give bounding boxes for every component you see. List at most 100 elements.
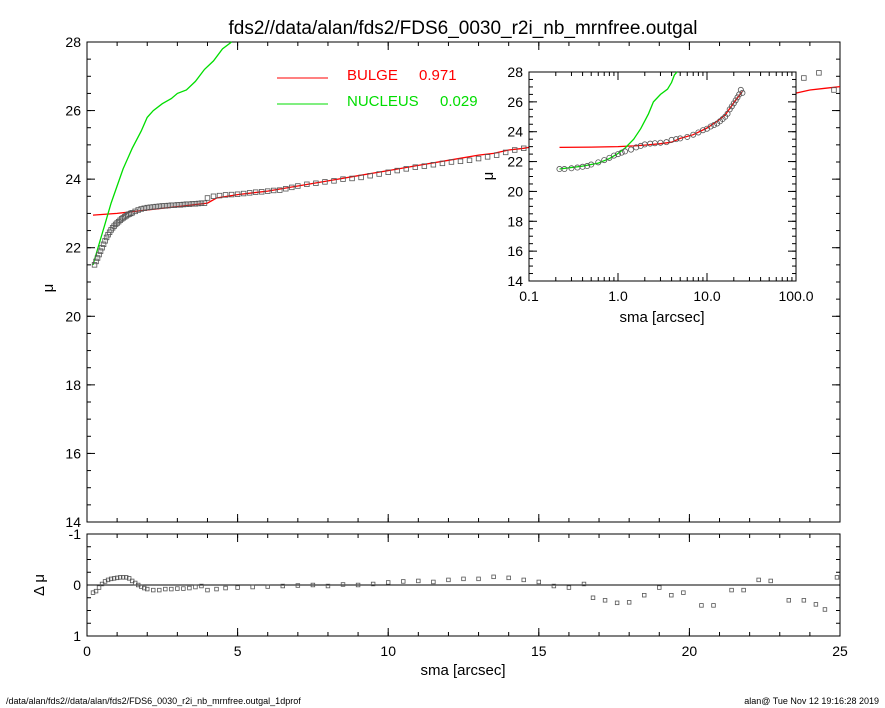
inset-data-point xyxy=(561,166,568,173)
inset-data-point xyxy=(647,140,654,147)
main-ytick-label: 22 xyxy=(65,240,81,256)
residual-data-point xyxy=(235,585,240,590)
inset-ytick-label: 22 xyxy=(507,154,523,170)
inset-ytick-label: 14 xyxy=(507,273,523,289)
main-data-point xyxy=(156,203,162,209)
main-data-point xyxy=(192,201,199,207)
main-data-point xyxy=(114,220,120,226)
residual-data-point xyxy=(151,587,156,593)
residual-data-point xyxy=(566,585,572,590)
inset-data-point xyxy=(730,100,737,107)
main-data-point xyxy=(171,202,178,208)
main-data-point xyxy=(109,225,116,231)
main-ylabel: μ xyxy=(40,284,57,293)
inset-data-point xyxy=(595,159,602,166)
residual-data-point xyxy=(325,583,331,589)
main-data-point xyxy=(475,155,482,162)
main-data-point xyxy=(265,188,271,194)
residual-data-point xyxy=(626,600,632,605)
chart-title: fds2//data/alan/fds2/FDS6_0030_r2i_nb_mr… xyxy=(229,18,698,39)
inset-data-point xyxy=(726,106,733,113)
main-data-point xyxy=(93,258,99,265)
main-ytick-label: 18 xyxy=(65,377,81,393)
residual-data-point xyxy=(93,588,99,594)
inset-data-point xyxy=(684,133,691,140)
main-data-point xyxy=(186,201,193,207)
inset-ytick-label: 28 xyxy=(507,64,523,80)
residual-xtick-label: 15 xyxy=(531,643,547,659)
residual-data-point xyxy=(193,584,198,590)
main-data-point xyxy=(168,202,175,208)
main-data-point xyxy=(210,193,217,199)
inset-ytick-label: 16 xyxy=(507,243,523,259)
inset-xtick-label: 1.0 xyxy=(608,288,628,304)
residual-data-point xyxy=(786,598,791,603)
residual-data-point xyxy=(142,585,147,591)
main-data-point xyxy=(100,241,107,247)
legend-bulge-value: 0.971 xyxy=(419,67,457,84)
residual-data-point xyxy=(642,593,647,598)
main-data-point xyxy=(222,192,229,198)
main-ytick-label: 28 xyxy=(65,34,81,50)
main-data-point xyxy=(147,204,153,210)
main-data-point xyxy=(512,147,518,153)
inset-data-point xyxy=(690,131,697,138)
main-data-point xyxy=(367,173,373,179)
inset-xtick-label: 100.0 xyxy=(778,288,813,304)
inset-plot: 0.1 1.0 10.0 100.0 14 16 18 20 22 24 26 28 sma [arc… xyxy=(480,64,814,326)
main-data-point xyxy=(162,203,169,209)
main-data-point xyxy=(430,162,437,168)
residual-data-point xyxy=(169,586,174,592)
inset-data-point xyxy=(622,148,629,155)
residual-ytick-label: 1 xyxy=(73,628,81,644)
inset-xtick-label: 10.0 xyxy=(693,288,720,304)
residual-data-point xyxy=(181,586,186,591)
main-data-point xyxy=(135,207,141,213)
main-data-point xyxy=(521,145,527,151)
residual-ytick-label: 0 xyxy=(73,577,81,593)
main-data-point xyxy=(502,149,509,156)
main-data-point xyxy=(466,157,473,163)
main-data-point xyxy=(484,154,491,160)
main-data-point xyxy=(322,179,328,185)
inset-data-point xyxy=(628,146,635,153)
residual-data-point xyxy=(431,579,436,585)
main-data-point xyxy=(228,191,235,198)
residual-xtick-label: 5 xyxy=(234,643,242,659)
inset-ytick-label: 20 xyxy=(507,183,523,199)
inset-data-point xyxy=(707,123,714,130)
residual-data-point xyxy=(96,585,102,590)
residual-data-point xyxy=(114,575,120,581)
main-nucleus-line xyxy=(92,41,232,266)
residual-data-point xyxy=(581,581,587,587)
residual-data-point xyxy=(223,585,228,591)
residual-data-point xyxy=(834,575,840,580)
main-data-point xyxy=(159,203,165,209)
main-ytick-label: 20 xyxy=(65,308,81,324)
main-data-point xyxy=(240,190,247,197)
inset-ytick-label: 24 xyxy=(507,124,523,140)
main-data-point xyxy=(331,178,337,184)
residual-data-point xyxy=(756,577,761,583)
residual-data-point xyxy=(157,587,162,593)
residual-data-point xyxy=(145,586,150,592)
main-data-point xyxy=(394,167,400,174)
residual-xtick-label: 20 xyxy=(682,643,698,659)
residual-ytick-label: -1 xyxy=(69,526,82,542)
main-data-point xyxy=(340,176,346,182)
residual-data-point xyxy=(729,587,734,593)
residual-data-point xyxy=(117,575,123,580)
inset-data-point xyxy=(734,94,741,101)
residual-data-point xyxy=(163,586,168,592)
main-data-point xyxy=(283,186,289,192)
inset-data-point xyxy=(739,89,746,96)
main-data-point xyxy=(165,202,172,209)
residual-data-point xyxy=(108,576,114,582)
residual-data-point xyxy=(614,600,620,606)
main-data-point xyxy=(138,206,144,212)
main-data-point xyxy=(115,218,122,225)
residual-data-point xyxy=(214,586,219,592)
inset-data-point xyxy=(579,163,586,170)
main-data-point xyxy=(103,234,110,241)
main-data-point xyxy=(198,200,205,206)
